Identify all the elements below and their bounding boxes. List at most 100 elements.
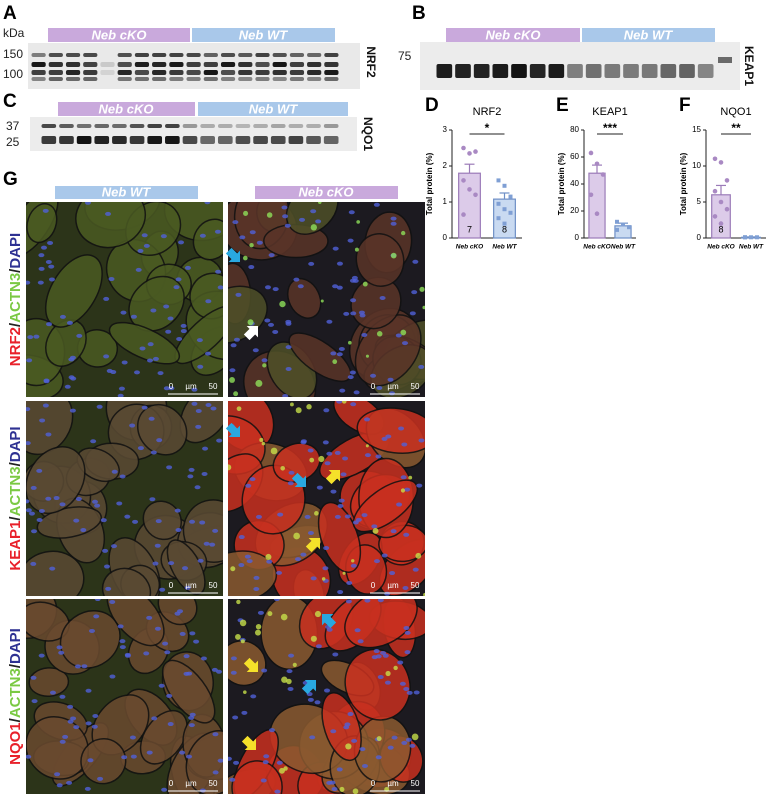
signal-speck (243, 690, 247, 694)
nucleus (235, 292, 242, 297)
nucleus (416, 483, 423, 488)
band (129, 124, 145, 128)
band (31, 53, 46, 57)
nucleus (48, 264, 55, 269)
nucleus (174, 508, 181, 513)
signal-speck (310, 635, 317, 642)
nucleus (381, 553, 388, 558)
y-tick-label: 0 (575, 233, 580, 242)
signal-speck (267, 611, 273, 617)
nucleus (361, 513, 368, 518)
nucleus (36, 468, 43, 473)
nucleus (339, 388, 346, 393)
band (272, 53, 287, 57)
band (220, 70, 236, 75)
significance-label: * (485, 121, 490, 135)
nucleus (124, 652, 131, 657)
nucleus (139, 346, 146, 351)
nucleus (403, 687, 410, 692)
muscle-fiber (355, 233, 405, 287)
band (307, 70, 322, 75)
nucleus (91, 724, 98, 729)
nucleus (179, 750, 186, 755)
signal-speck (255, 379, 263, 387)
nucleus (264, 318, 271, 323)
data-point (588, 150, 594, 156)
nucleus (336, 401, 343, 404)
significance-label: *** (603, 121, 617, 135)
band (83, 62, 98, 67)
nucleus (343, 311, 350, 316)
band (272, 70, 287, 75)
band (200, 136, 215, 144)
signal-speck (347, 340, 352, 345)
nucleus (332, 246, 339, 251)
muscle-fiber (80, 738, 127, 785)
nucleus (162, 641, 169, 646)
blot-bands (31, 53, 339, 81)
nucleus (70, 376, 77, 381)
band (623, 64, 639, 78)
nucleus (230, 670, 237, 675)
band (83, 77, 98, 81)
band (65, 53, 81, 57)
nucleus (84, 786, 91, 791)
band (41, 136, 57, 144)
band (289, 70, 305, 75)
nucleus (249, 230, 256, 235)
nucleus (205, 351, 212, 356)
scale-label: µm (185, 382, 197, 391)
nucleus (173, 285, 180, 290)
nucleus (304, 514, 311, 519)
nucleus (338, 347, 345, 352)
nucleus (216, 438, 223, 443)
nucleus (39, 418, 46, 423)
x-tick-label: Neb cKO (583, 244, 610, 251)
nucleus (85, 688, 92, 693)
nucleus (276, 760, 283, 765)
nucleus (166, 465, 173, 470)
signal-speck (292, 662, 297, 667)
signal-speck (372, 528, 379, 534)
nucleus (188, 467, 195, 472)
signal-speck (345, 743, 352, 750)
nucleus (87, 758, 94, 763)
nucleus (403, 532, 410, 537)
signal-speck (295, 407, 302, 414)
nucleus (184, 585, 191, 590)
nucleus (184, 265, 191, 270)
nucleus (379, 296, 386, 301)
arrow (291, 472, 306, 487)
nucleus (390, 529, 397, 534)
muscle-fiber (356, 407, 425, 455)
nucleus (76, 333, 83, 338)
signal-speck (290, 402, 294, 407)
nucleus (353, 390, 360, 395)
band (83, 70, 98, 75)
mw-marker: 100 (3, 67, 23, 81)
nucleus (232, 220, 239, 225)
signal-speck (255, 623, 262, 630)
band (48, 53, 63, 57)
nucleus (345, 599, 352, 604)
nucleus (215, 269, 222, 274)
nucleus (323, 546, 330, 551)
signal-speck (351, 559, 355, 563)
signal-speck (411, 733, 419, 741)
signal-speck (390, 252, 397, 259)
band (169, 62, 184, 67)
nucleus (54, 772, 61, 777)
nucleus (400, 475, 407, 480)
nucleus (197, 364, 204, 369)
nucleus (403, 626, 410, 631)
nucleus (67, 704, 74, 709)
nucleus (413, 690, 420, 695)
band (76, 136, 92, 144)
nucleus (69, 355, 76, 360)
row-label: NQO1/ACTN3/DAPI (7, 628, 24, 765)
nucleus (338, 498, 345, 503)
nucleus (273, 599, 280, 602)
nucleus (168, 561, 175, 566)
y-axis-label: Total protein (%) (425, 152, 434, 215)
